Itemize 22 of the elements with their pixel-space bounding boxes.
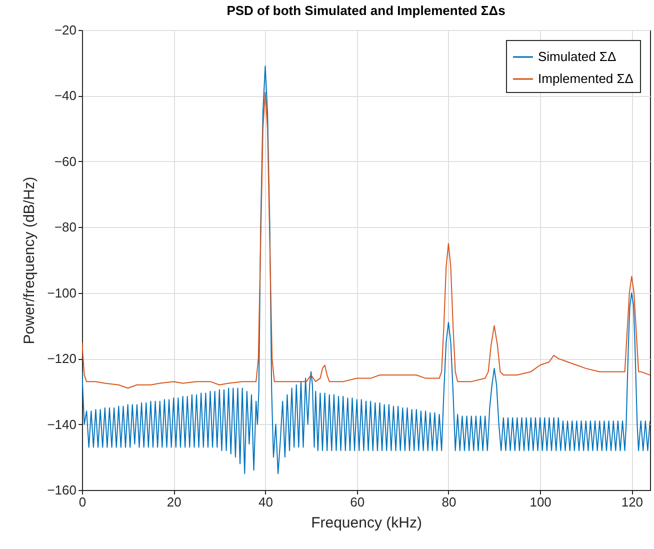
y-tick-label: −40: [54, 88, 76, 104]
x-tick-label: 20: [166, 494, 182, 510]
y-tick-label: −120: [47, 351, 76, 366]
x-tick-label: 60: [350, 494, 365, 510]
x-tick-label: 40: [258, 494, 273, 510]
line-series: [82, 92, 650, 389]
x-tick-label: 0: [78, 494, 86, 510]
y-tick-label: −160: [47, 482, 76, 498]
y-axis-title: Power/frequency (dB/Hz): [21, 176, 38, 344]
x-axis-title: Frequency (kHz): [311, 514, 422, 532]
legend-label: Implemented ΣΔ: [538, 71, 634, 86]
x-tick-label: 80: [442, 494, 456, 510]
y-tick-label: −100: [47, 285, 76, 300]
y-tick-label: −140: [47, 416, 76, 432]
y-tick-label: −20: [54, 22, 76, 38]
chart-title: PSD of both Simulated and Implemented ΣΔs: [226, 3, 506, 18]
x-tick-label: 100: [530, 494, 552, 510]
x-tick-label: 120: [621, 494, 644, 510]
y-tick-label: −60: [54, 154, 76, 169]
y-tick-label: −80: [54, 220, 76, 235]
legend-label: Simulated ΣΔ: [538, 49, 616, 64]
line-series: [82, 66, 650, 474]
